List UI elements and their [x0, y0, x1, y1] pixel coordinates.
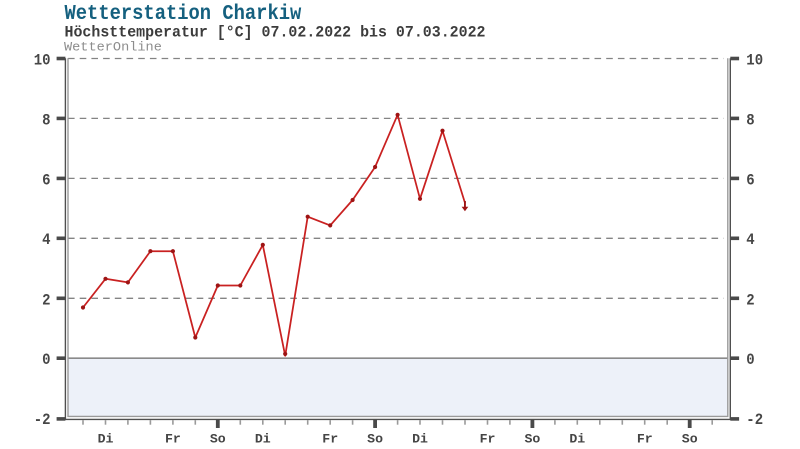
svg-text:Di: Di [98, 432, 114, 447]
svg-text:6: 6 [42, 170, 50, 189]
svg-text:Di: Di [569, 432, 585, 447]
svg-text:2: 2 [746, 290, 754, 309]
svg-text:So: So [682, 432, 698, 447]
svg-text:So: So [367, 432, 383, 447]
svg-text:4: 4 [746, 230, 754, 249]
svg-text:Fr: Fr [322, 432, 338, 447]
svg-text:10: 10 [34, 51, 51, 70]
svg-text:0: 0 [746, 350, 754, 369]
svg-text:Höchsttemperatur [°C] 07.02.20: Höchsttemperatur [°C] 07.02.2022 bis 07.… [65, 23, 486, 42]
svg-text:2: 2 [42, 290, 50, 309]
svg-text:10: 10 [746, 51, 763, 70]
svg-text:Di: Di [412, 432, 428, 447]
svg-text:0: 0 [42, 350, 50, 369]
svg-text:So: So [210, 432, 226, 447]
svg-text:-2: -2 [34, 410, 51, 429]
svg-text:8: 8 [42, 111, 50, 130]
svg-text:Fr: Fr [480, 432, 496, 447]
svg-text:Fr: Fr [637, 432, 653, 447]
svg-text:4: 4 [42, 230, 50, 249]
svg-text:Fr: Fr [165, 432, 181, 447]
svg-text:-2: -2 [746, 410, 763, 429]
svg-text:WetterOnline: WetterOnline [64, 40, 162, 54]
svg-text:Di: Di [255, 432, 271, 447]
svg-text:So: So [524, 432, 540, 447]
svg-text:Wetterstation Charkiw: Wetterstation Charkiw [65, 2, 302, 26]
svg-text:8: 8 [746, 111, 754, 130]
svg-text:6: 6 [746, 170, 754, 189]
